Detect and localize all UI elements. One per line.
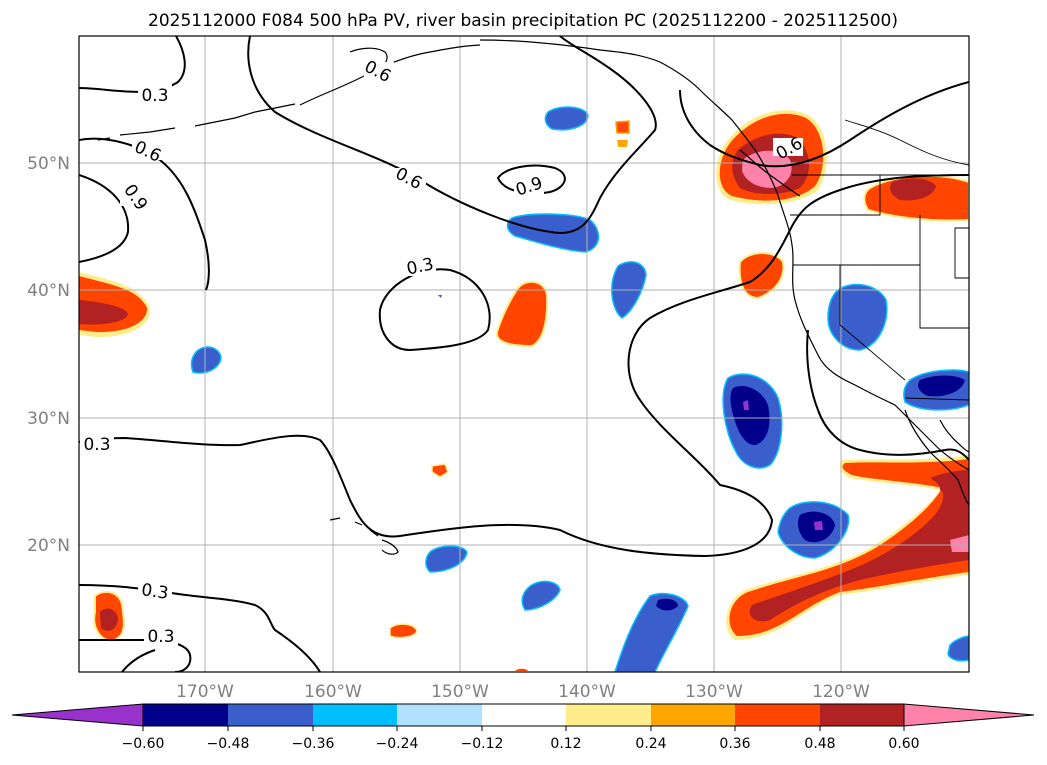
pv-contour-east-closure <box>806 329 969 461</box>
latitude-labels: 50°N 40°N 30°N 20°N <box>27 154 70 556</box>
precip-dot-pos <box>515 668 528 671</box>
precip-blob-small-pos-1 <box>615 120 630 134</box>
contour-label-bg <box>132 140 164 160</box>
precip-blob-north-neg <box>544 106 589 131</box>
colorbar-tick-label: −0.12 <box>461 736 504 752</box>
colorbar: −0.60 −0.48 −0.36 −0.24 −0.12 0.12 0.24 … <box>11 703 1035 752</box>
precip-blob-170w-neg <box>190 346 222 374</box>
precip-blob-128w-peak <box>743 400 749 410</box>
precip-blob-115w-core <box>890 178 936 201</box>
border-state-3 <box>839 265 906 381</box>
lat-label: 30°N <box>27 409 70 429</box>
contour-label: 0.3 <box>83 435 110 455</box>
border-canada-interior <box>844 119 969 166</box>
precip-blob-151w-pos <box>431 463 449 478</box>
precip-blob-144w-pos <box>495 280 549 348</box>
border-state-4 <box>919 265 969 329</box>
map-frame <box>78 35 970 673</box>
contour-label-bg <box>404 256 436 276</box>
contour-label: 0.3 <box>140 580 170 604</box>
lon-label: 160°W <box>304 682 362 702</box>
colorbar-outline <box>142 703 905 727</box>
pv-contour-nw-06 <box>79 137 210 291</box>
precip-band-southeast-core <box>940 477 969 500</box>
pv-contour-central-06 <box>247 36 657 235</box>
colorbar-tick-label: −0.24 <box>376 736 419 752</box>
colorbar-tick-label: −0.36 <box>292 736 335 752</box>
colorbar-extend-high <box>903 703 1035 727</box>
precip-blob-122w-peak <box>814 521 823 530</box>
colorbar-tick-label: −0.60 <box>122 736 165 752</box>
colorbar-swatch <box>397 704 482 726</box>
colorbar-extend-low <box>11 703 144 727</box>
colorbar-swatch <box>735 704 820 726</box>
lat-label: 50°N <box>27 154 70 174</box>
precip-blob-126w-pos <box>738 252 785 300</box>
precip-band-southeast-max <box>950 535 969 552</box>
contour-label-bg <box>364 62 394 80</box>
precip-shading-layer <box>79 106 969 672</box>
coastline-hawaii <box>329 517 399 555</box>
contour-label-bg <box>80 434 114 454</box>
colorbar-tick-label: 0.24 <box>635 736 666 752</box>
precip-blob-small-pos-2 <box>617 140 628 147</box>
border-state-1 <box>790 175 881 216</box>
contour-label-bg <box>120 186 152 206</box>
contour-label: 0.3 <box>141 86 168 106</box>
precip-blob-138w-south-core <box>656 598 678 611</box>
colorbar-swatch <box>566 704 651 726</box>
coastline-mainland-mexico <box>939 419 969 453</box>
contour-label-bg <box>138 84 172 104</box>
coastline-north-america <box>777 194 969 471</box>
precip-blob-115w-neg-core <box>918 375 965 397</box>
contour-label-bg <box>392 168 426 188</box>
colorbar-swatch <box>651 704 735 726</box>
pv-contour-06-east <box>679 81 969 168</box>
contour-label: 0.3 <box>147 627 174 647</box>
contour-label-bg <box>514 176 544 196</box>
pv-contour-nw-09 <box>79 174 130 263</box>
border-state-5 <box>954 227 969 279</box>
contour-label-bg <box>773 138 803 156</box>
precip-blob-155w-pos <box>389 623 418 639</box>
precip-blob-se-corner-neg <box>947 635 969 662</box>
pv-contour-nw-03 <box>79 36 186 93</box>
colorbar-tick-label: 0.48 <box>804 736 835 752</box>
border-us-mexico <box>904 397 969 401</box>
precip-blob-143w-neg <box>521 580 561 611</box>
lon-label: 120°W <box>812 682 870 702</box>
colorbar-swatch <box>143 704 228 726</box>
colorbar-swatch <box>228 704 313 726</box>
colorbar-tick-label: 0.60 <box>888 736 919 752</box>
contour-label-bg <box>144 626 178 646</box>
precip-dot-neg <box>438 295 442 298</box>
lon-label: 130°W <box>685 682 743 702</box>
figure-title: 2025112000 F084 500 hPa PV, river basin … <box>148 11 898 31</box>
contour-label-bg <box>138 580 172 600</box>
colorbar-ticks <box>142 726 905 731</box>
lon-label: 150°W <box>431 682 489 702</box>
colorbar-tick-label: −0.48 <box>207 736 250 752</box>
lat-label: 20°N <box>27 536 70 556</box>
colorbar-swatch <box>482 704 566 726</box>
colorbar-tick-label: 0.12 <box>550 736 581 752</box>
pv-contour-east-03 <box>79 174 969 558</box>
colorbar-swatch <box>313 704 397 726</box>
longitude-labels: 170°W 160°W 150°W 140°W 130°W 120°W <box>176 682 870 702</box>
colorbar-swatch <box>820 704 904 726</box>
pv-contour-south-03 <box>79 584 321 672</box>
precip-blob-150w-neg <box>425 545 468 573</box>
colorbar-tick-label: 0.36 <box>719 736 750 752</box>
lon-label: 140°W <box>558 682 616 702</box>
precip-blob-128w-core <box>730 385 770 446</box>
lat-label: 40°N <box>27 281 70 301</box>
lon-label: 170°W <box>176 682 234 702</box>
precip-band-southeast-red <box>729 459 969 636</box>
coastline-vancouver-island <box>739 149 801 197</box>
precip-blob-west-pos-core <box>79 300 128 325</box>
coastline-baja <box>904 409 969 506</box>
precip-blob-172w-core <box>100 608 118 631</box>
precip-blob-138w-south-neg <box>614 592 689 672</box>
